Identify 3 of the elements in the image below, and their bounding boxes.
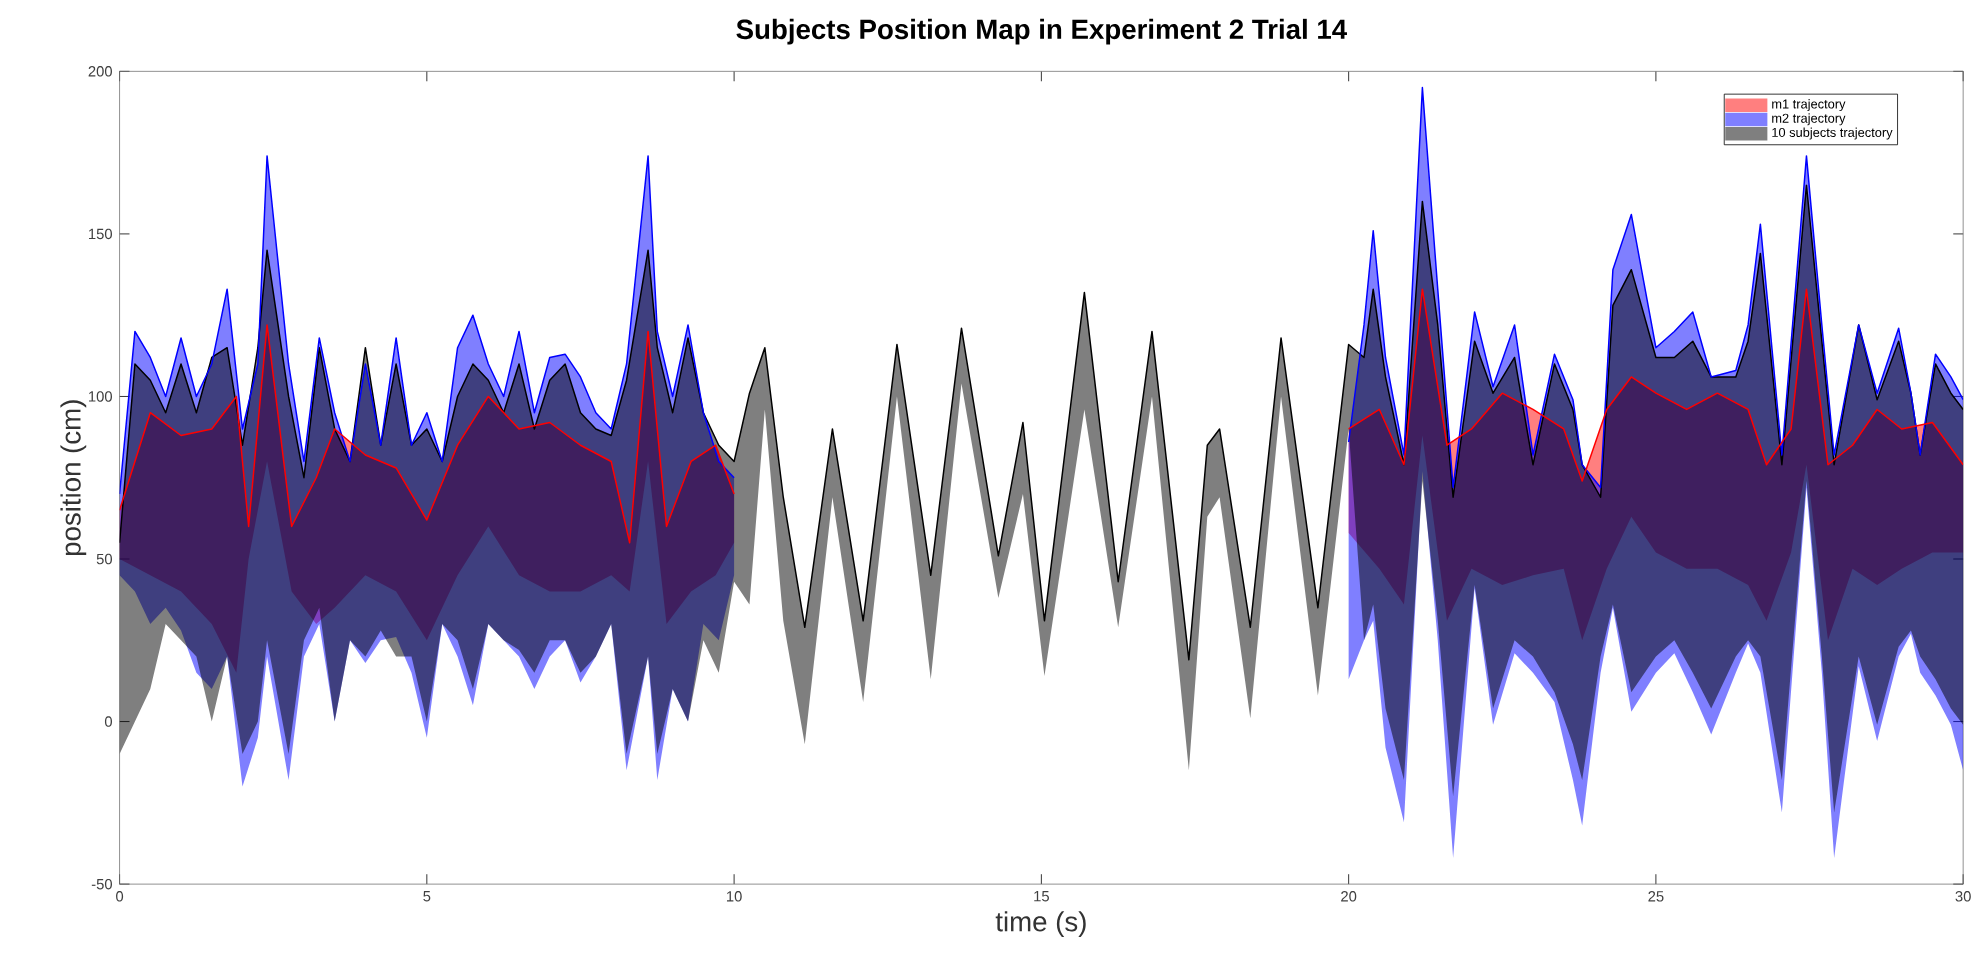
x-axis-title: time (s) bbox=[995, 911, 1086, 938]
chart-title: Subjects Position Map in Experiment 2 Trial 14 bbox=[736, 19, 1347, 45]
y-axis-title: position (cm) bbox=[60, 400, 87, 556]
